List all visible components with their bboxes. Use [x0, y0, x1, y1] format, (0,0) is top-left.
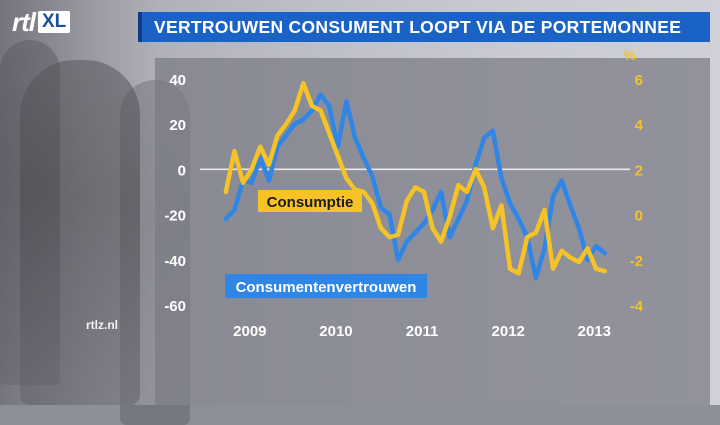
x-tick-label: 2012 [492, 323, 525, 340]
y-left-tick-label: -40 [164, 253, 186, 270]
background-person [20, 60, 140, 405]
channel-logo: rtl XL [12, 8, 124, 36]
annotation-label-consumentenvertrouwen: Consumentenvertrouwen [236, 279, 417, 296]
annotation-box-consumptie [258, 190, 362, 212]
y-left-tick-label: 40 [169, 72, 186, 89]
y-right-tick-label: -2 [630, 253, 643, 270]
y-right-tick-label: 2 [635, 162, 643, 179]
chart-title: VERTROUWEN CONSUMENT LOOPT VIA DE PORTEM… [154, 17, 682, 37]
watermark: rtlz.nl [86, 318, 118, 332]
y-left-tick-label: -60 [164, 298, 186, 315]
y-left-tick-label: 0 [178, 162, 186, 179]
x-tick-label: 2010 [319, 323, 352, 340]
series-line-consumptie [223, 81, 608, 276]
y-right-tick-label: -4 [630, 298, 644, 315]
x-tick-label: 2011 [406, 323, 439, 340]
y-left-tick-label: 20 [169, 117, 186, 134]
x-tick-label: 2009 [233, 323, 266, 340]
y-right-tick-label: 4 [635, 117, 644, 134]
annotation-box-consumentenvertrouwen [225, 274, 427, 298]
y-right-tick-label: 6 [635, 72, 643, 89]
annotation-label-consumptie: Consumptie [267, 194, 354, 211]
series-line-consumentenvertrouwen [223, 92, 608, 281]
y-left-tick-label: -20 [164, 208, 186, 225]
logo-text: rtl [12, 7, 36, 37]
logo-badge: XL [38, 11, 71, 33]
y-right-unit-label: % [624, 47, 637, 63]
y-right-tick-label: 0 [635, 208, 643, 225]
x-tick-label: 2013 [578, 323, 611, 340]
title-bar: VERTROUWEN CONSUMENT LOOPT VIA DE PORTEM… [138, 12, 710, 42]
